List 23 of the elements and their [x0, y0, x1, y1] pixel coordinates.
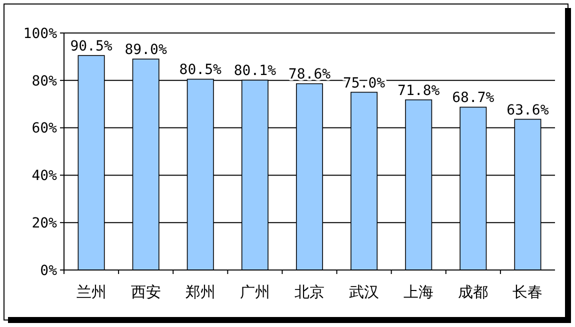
data-label: 68.7% — [452, 90, 495, 106]
y-tick-label: 60% — [32, 120, 58, 137]
data-label: 80.5% — [179, 62, 222, 78]
y-tick-label: 0% — [40, 262, 58, 279]
y-tick-label: 100% — [23, 26, 58, 42]
data-label: 89.0% — [124, 42, 168, 58]
x-tick-label: 长春 — [512, 283, 543, 301]
data-label: 80.1% — [234, 63, 277, 80]
data-label: 71.8% — [398, 82, 440, 99]
data-label: 90.5% — [70, 38, 113, 55]
x-tick-label: 北京 — [294, 283, 324, 301]
y-tick-label: 80% — [32, 73, 58, 90]
x-tick-label: 郑州 — [185, 283, 216, 301]
data-label: 63.6% — [506, 102, 550, 118]
x-tick-label: 成都 — [458, 283, 488, 301]
y-tick-label: 20% — [32, 216, 58, 232]
x-tick-label: 兰州 — [76, 283, 106, 301]
data-label: 78.6% — [288, 66, 332, 83]
x-tick-label: 广州 — [240, 283, 270, 301]
x-tick-label: 武汉 — [349, 283, 380, 301]
x-tick-label: 上海 — [404, 283, 434, 301]
x-tick-label: 西安 — [130, 283, 161, 301]
y-tick-label: 40% — [32, 168, 58, 184]
